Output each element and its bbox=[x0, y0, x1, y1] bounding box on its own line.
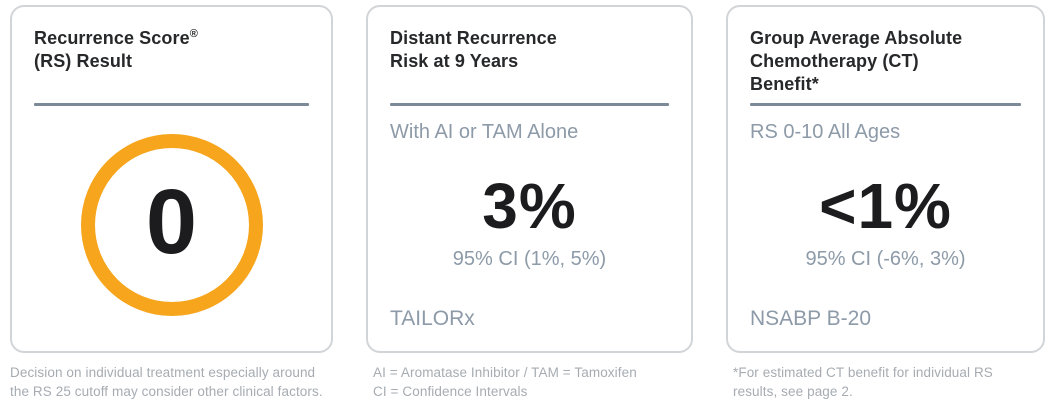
study-name: TAILORx bbox=[390, 307, 475, 330]
score-circle-area: 0 bbox=[34, 106, 309, 331]
distant-recurrence-card-header: Distant Recurrence Risk at 9 Years bbox=[390, 27, 669, 103]
distant-recurrence-card: Distant Recurrence Risk at 9 Years With … bbox=[366, 5, 693, 353]
card-title-line: Distant Recurrence bbox=[390, 28, 557, 48]
recurrence-score-ring: 0 bbox=[80, 133, 263, 316]
recurrence-score-value: 0 bbox=[145, 170, 198, 273]
card-title-line: Risk at 9 Years bbox=[390, 51, 519, 71]
header-divider bbox=[390, 103, 669, 106]
rs-result-card: Recurrence Score® (RS) Result 0 bbox=[10, 5, 333, 353]
footnote-line: CI = Confidence Intervals bbox=[373, 383, 528, 399]
footnote-line: *For estimated CT benefit for individual… bbox=[733, 365, 993, 380]
card-title-line: Recurrence Score® bbox=[34, 27, 309, 50]
ct-benefit-footnote: *For estimated CT benefit for individual… bbox=[726, 364, 1045, 401]
card-title-text: Recurrence Score bbox=[34, 28, 190, 48]
footnote-line: Decision on individual treatment especia… bbox=[10, 365, 316, 380]
rs-result-column: Recurrence Score® (RS) Result 0 Decision… bbox=[10, 5, 333, 403]
card-title-line: Chemotherapy (CT) bbox=[750, 51, 919, 71]
risk-value-block: 3% 95% CI (1%, 5%) bbox=[390, 144, 669, 307]
confidence-interval: 95% CI (1%, 5%) bbox=[452, 248, 607, 270]
footnote-line: the RS 25 cutoff may consider other clin… bbox=[10, 383, 323, 399]
card-title-line: (RS) Result bbox=[34, 51, 133, 71]
study-name: NSABP B-20 bbox=[750, 307, 872, 330]
ct-benefit-card: Group Average Absolute Chemotherapy (CT)… bbox=[726, 5, 1045, 353]
header-divider bbox=[34, 103, 309, 106]
rs-group-subheader: RS 0-10 All Ages bbox=[750, 121, 901, 143]
confidence-interval: 95% CI (-6%, 3%) bbox=[805, 248, 966, 270]
rs-result-card-header: Recurrence Score® (RS) Result bbox=[34, 27, 309, 103]
distant-recurrence-column: Distant Recurrence Risk at 9 Years With … bbox=[366, 5, 693, 403]
benefit-percentage-value: <1% bbox=[819, 170, 952, 242]
ct-benefit-card-header: Group Average Absolute Chemotherapy (CT)… bbox=[750, 27, 1021, 103]
risk-percentage-value: 3% bbox=[482, 170, 577, 242]
treatment-subheader: With AI or TAM Alone bbox=[390, 121, 579, 143]
card-title-line: Benefit* bbox=[750, 74, 819, 94]
header-divider bbox=[750, 103, 1021, 106]
benefit-value-block: <1% 95% CI (-6%, 3%) bbox=[750, 144, 1021, 307]
footnote-line: results, see page 2. bbox=[733, 383, 853, 399]
card-title-line: Group Average Absolute bbox=[750, 28, 963, 48]
abbreviations-footnote: AI = Aromatase Inhibitor / TAM = Tamoxif… bbox=[366, 364, 693, 401]
rs-result-footnote: Decision on individual treatment especia… bbox=[10, 364, 333, 401]
registered-trademark-mark: ® bbox=[189, 28, 198, 40]
ct-benefit-column: Group Average Absolute Chemotherapy (CT)… bbox=[726, 5, 1045, 403]
footnote-line: AI = Aromatase Inhibitor / TAM = Tamoxif… bbox=[373, 365, 637, 380]
